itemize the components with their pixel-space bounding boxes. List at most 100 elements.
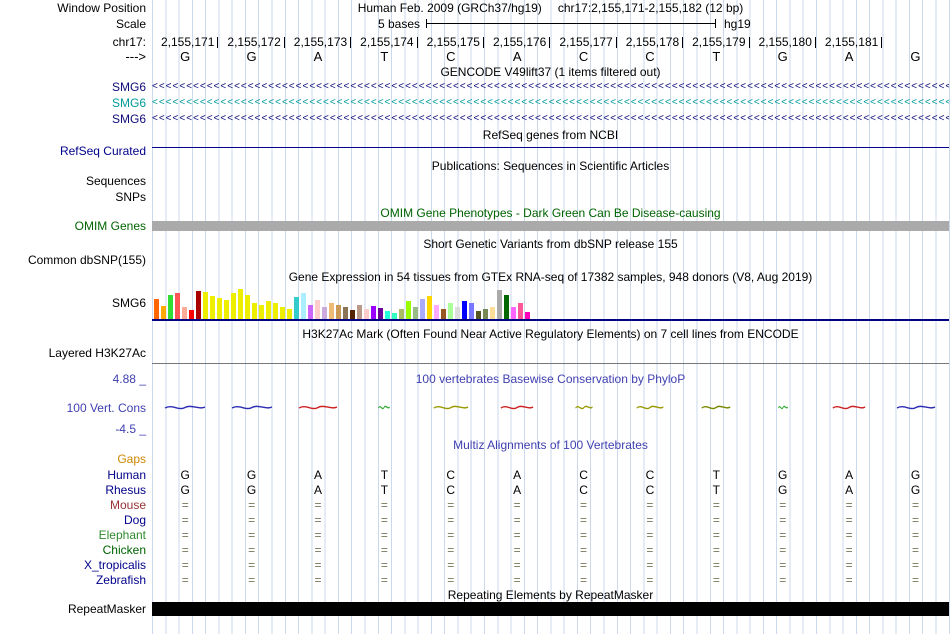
gtex-tissue-bar[interactable] (280, 307, 285, 319)
gtex-tissue-bar[interactable] (385, 311, 390, 319)
gtex-track[interactable] (152, 286, 949, 321)
gtex-tissue-bar[interactable] (287, 309, 292, 319)
gtex-tissue-bar[interactable] (315, 300, 320, 319)
omim-genes-label[interactable]: OMIM Genes (74, 219, 146, 233)
gtex-tissue-bar[interactable] (476, 311, 481, 319)
repeatmasker-track-heading[interactable]: Repeating Elements by RepeatMasker (447, 588, 654, 602)
publications-track-heading[interactable]: Publications: Sequences in Scientific Ar… (431, 159, 670, 173)
gtex-tissue-bar[interactable] (357, 305, 362, 319)
gtex-tissue-bar[interactable] (525, 312, 530, 319)
gtex-tissue-bar[interactable] (518, 303, 523, 319)
gtex-tissue-bar[interactable] (154, 299, 159, 319)
gtex-tissue-bar[interactable] (231, 293, 236, 319)
gtex-tissue-bar[interactable] (490, 307, 495, 319)
gtex-tissue-bar[interactable] (224, 300, 229, 319)
gtex-tissue-bar[interactable] (196, 291, 201, 319)
ruler-position-label[interactable]: 2,155,173 (285, 35, 352, 49)
gtex-tissue-bar[interactable] (329, 303, 334, 319)
gtex-tissue-bar[interactable] (420, 299, 425, 319)
gtex-tissue-bar[interactable] (511, 307, 516, 319)
gtex-tissue-bar[interactable] (189, 310, 194, 319)
species-label[interactable]: Chicken (102, 543, 146, 557)
species-label[interactable]: Mouse (109, 498, 146, 512)
gtex-tissue-bar[interactable] (399, 309, 404, 319)
gtex-tissue-bar[interactable] (427, 296, 432, 319)
ruler-cells[interactable]: 2,155,171 2,155,172 2,155,173 2,155,174 2,15… (152, 35, 949, 49)
gtex-tissue-bar[interactable] (182, 307, 187, 319)
gtex-tissue-bar[interactable] (168, 295, 173, 319)
h3k27ac-track-heading[interactable]: H3K27Ac Mark (Often Found Near Active Re… (302, 327, 799, 341)
gtex-track-heading[interactable]: Gene Expression in 54 tissues from GTEx … (288, 270, 813, 284)
gtex-tissue-bar[interactable] (210, 296, 215, 319)
gtex-tissue-bar[interactable] (413, 307, 418, 319)
gtex-tissue-bar[interactable] (217, 298, 222, 319)
repeatmasker-label[interactable]: RepeatMasker (67, 602, 146, 616)
phylop-track-label[interactable]: 100 Vert. Cons (66, 401, 146, 415)
species-label[interactable]: Zebrafish (95, 573, 146, 587)
species-label[interactable]: Rhesus (105, 483, 146, 497)
ruler-position-label[interactable]: 2,155,177 (550, 35, 617, 49)
gtex-tissue-bar[interactable] (462, 301, 467, 319)
gaps-label[interactable]: Gaps (117, 452, 146, 466)
dbsnp-track-heading[interactable]: Short Genetic Variants from dbSNP releas… (423, 237, 678, 251)
omim-gene-bar[interactable] (152, 221, 949, 231)
ruler-position-label[interactable]: 2,155,179 (683, 35, 750, 49)
omim-track-heading[interactable]: OMIM Gene Phenotypes - Dark Green Can Be… (380, 206, 721, 220)
gtex-tissue-bar[interactable] (322, 307, 327, 319)
layered-h3k27ac-label[interactable]: Layered H3K27Ac (48, 346, 146, 360)
gtex-gene-label[interactable]: SMG6 (111, 296, 146, 310)
ruler-position-label[interactable]: 2,155,181 (816, 35, 883, 49)
gtex-tissue-bar[interactable] (406, 301, 411, 319)
gtex-tissue-bar[interactable] (455, 307, 460, 319)
gencode-item-label-smg6-2[interactable]: SMG6 (111, 96, 146, 110)
species-label[interactable]: Human (107, 468, 146, 482)
gtex-tissue-bar[interactable] (266, 301, 271, 319)
ruler-position-label[interactable]: 2,155,171 (152, 35, 219, 49)
gencode-track-heading[interactable]: GENCODE V49lift37 (1 items filtered out) (440, 65, 661, 79)
species-label[interactable]: X_tropicalis (83, 558, 146, 572)
gtex-tissue-bar[interactable] (203, 292, 208, 319)
gencode-transcript-arrows-3[interactable]: <<<<<<<<<<<<<<<<<<<<<<<<<<<<<<<<<<<<<<<<… (152, 113, 949, 124)
common-dbsnp-label[interactable]: Common dbSNP(155) (27, 253, 146, 267)
gtex-tissue-bar[interactable] (161, 306, 166, 319)
gtex-tissue-bar[interactable] (259, 305, 264, 319)
ruler-position-label[interactable]: 2,155,175 (418, 35, 484, 49)
gtex-tissue-bar[interactable] (448, 303, 453, 319)
gtex-tissue-bar[interactable] (378, 308, 383, 319)
gencode-transcript-arrows-2[interactable]: <<<<<<<<<<<<<<<<<<<<<<<<<<<<<<<<<<<<<<<<… (152, 97, 949, 108)
sequences-label[interactable]: Sequences (85, 174, 146, 188)
snps-label[interactable]: SNPs (115, 190, 146, 204)
refseq-track[interactable] (152, 144, 949, 158)
gtex-tissue-bar[interactable] (364, 309, 369, 319)
refseq-track-heading[interactable]: RefSeq genes from NCBI (482, 128, 619, 142)
ruler-position-label[interactable]: 2,155,172 (218, 35, 285, 49)
gtex-tissue-bar[interactable] (294, 297, 299, 319)
gtex-tissue-bar[interactable] (252, 303, 257, 319)
ruler-position-label[interactable]: 2,155,180 (750, 35, 816, 49)
gtex-tissue-bar[interactable] (469, 303, 474, 319)
gtex-tissue-bar[interactable] (434, 305, 439, 319)
multiz-track-heading[interactable]: Multiz Alignments of 100 Vertebrates (453, 438, 648, 452)
ruler-position-label[interactable]: 2,155,178 (617, 35, 684, 49)
gtex-tissue-bar[interactable] (441, 309, 446, 319)
gtex-tissue-bar[interactable] (504, 295, 509, 319)
gencode-transcript-arrows-1[interactable]: <<<<<<<<<<<<<<<<<<<<<<<<<<<<<<<<<<<<<<<<… (152, 81, 949, 92)
gtex-tissue-bar[interactable] (392, 313, 397, 319)
gencode-item-label-smg6-1[interactable]: SMG6 (111, 80, 146, 94)
gtex-tissue-bar[interactable] (336, 305, 341, 319)
gtex-tissue-bar[interactable] (301, 293, 306, 319)
gtex-tissue-bar[interactable] (273, 303, 278, 319)
gtex-tissue-bar[interactable] (350, 310, 355, 319)
gencode-item-label-smg6-3[interactable]: SMG6 (111, 112, 146, 126)
gtex-tissue-bar[interactable] (371, 306, 376, 319)
species-label[interactable]: Elephant (98, 528, 146, 542)
species-label[interactable]: Dog (123, 513, 146, 527)
ruler-position-label[interactable]: 2,155,174 (351, 35, 418, 49)
refseq-curated-label[interactable]: RefSeq Curated (59, 144, 146, 158)
gtex-tissue-bar[interactable] (497, 290, 502, 319)
gtex-tissue-bar[interactable] (343, 307, 348, 319)
gtex-tissue-bar[interactable] (245, 295, 250, 319)
phylop-track-heading[interactable]: 100 vertebrates Basewise Conservation by… (415, 372, 686, 386)
ruler-position-label[interactable]: 2,155,176 (484, 35, 551, 49)
gtex-tissue-bar[interactable] (483, 309, 488, 319)
